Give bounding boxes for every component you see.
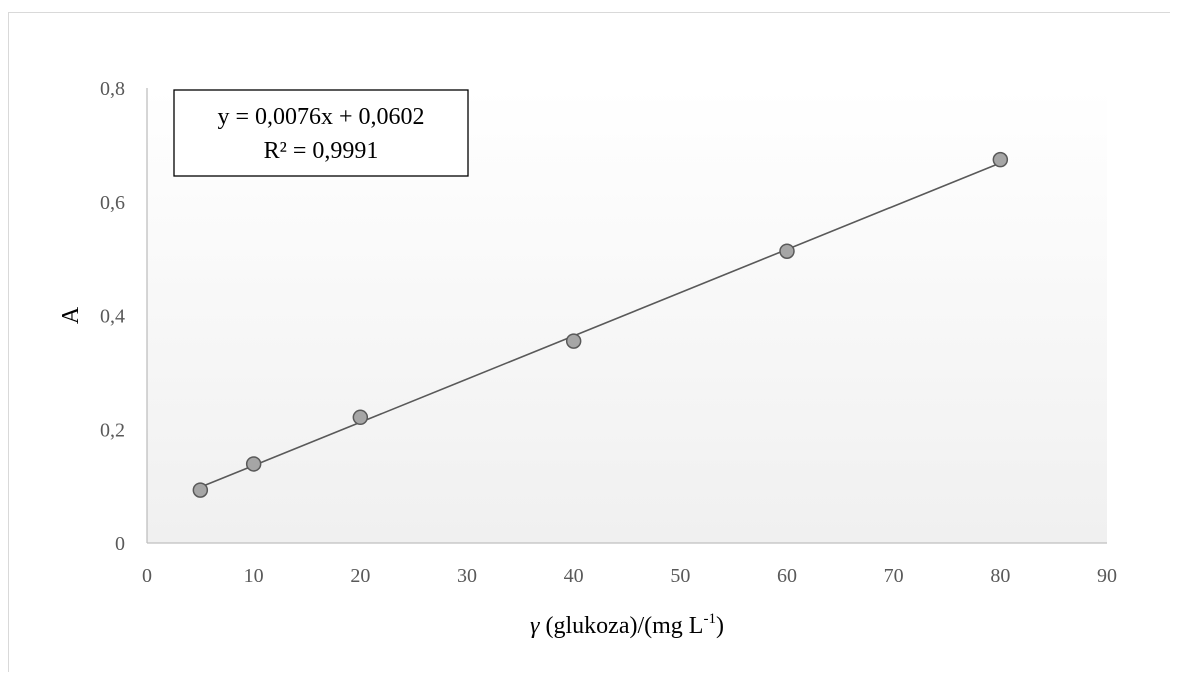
x-tick-label: 70: [884, 565, 904, 587]
y-tick-label: 0,2: [100, 419, 125, 441]
data-point: [192, 482, 209, 498]
x-tick-label: 60: [777, 565, 797, 587]
trendline-equation: y = 0,0076x + 0,0602: [217, 104, 424, 130]
x-tick-label: 40: [564, 565, 584, 587]
x-axis-title-suffix: ): [716, 613, 724, 639]
x-tick-label: 30: [457, 565, 477, 587]
data-point: [565, 333, 582, 349]
data-point: [992, 151, 1009, 168]
x-axis-title: γ (glukoza)/(mg L-1): [530, 611, 724, 639]
r-squared-label: R² = 0,9991: [264, 138, 379, 164]
x-tick-label: 80: [990, 565, 1010, 587]
x-axis-title-main: (glukoza)/(mg L: [540, 613, 704, 639]
data-point: [352, 409, 369, 426]
x-tick-label: 90: [1097, 565, 1117, 587]
data-point: [245, 456, 262, 472]
x-axis-title-sup: -1: [703, 611, 716, 627]
y-tick-label: 0,6: [100, 192, 125, 214]
y-axis-title: A: [58, 306, 84, 324]
x-tick-label: 0: [142, 565, 152, 587]
trendline: [200, 162, 1001, 488]
y-tick-label: 0: [115, 533, 125, 555]
x-tick-label: 50: [670, 565, 690, 587]
chart-frame: [8, 12, 1170, 672]
y-tick-label: 0,4: [100, 306, 125, 328]
y-tick-label: 0,8: [100, 78, 125, 100]
x-tick-label: 10: [244, 565, 264, 587]
x-tick-label: 20: [350, 565, 370, 587]
equation-box: y = 0,0076x + 0,0602 R² = 0,9991: [173, 89, 469, 177]
x-axis-title-symbol: γ: [530, 613, 540, 639]
data-point: [779, 243, 795, 259]
